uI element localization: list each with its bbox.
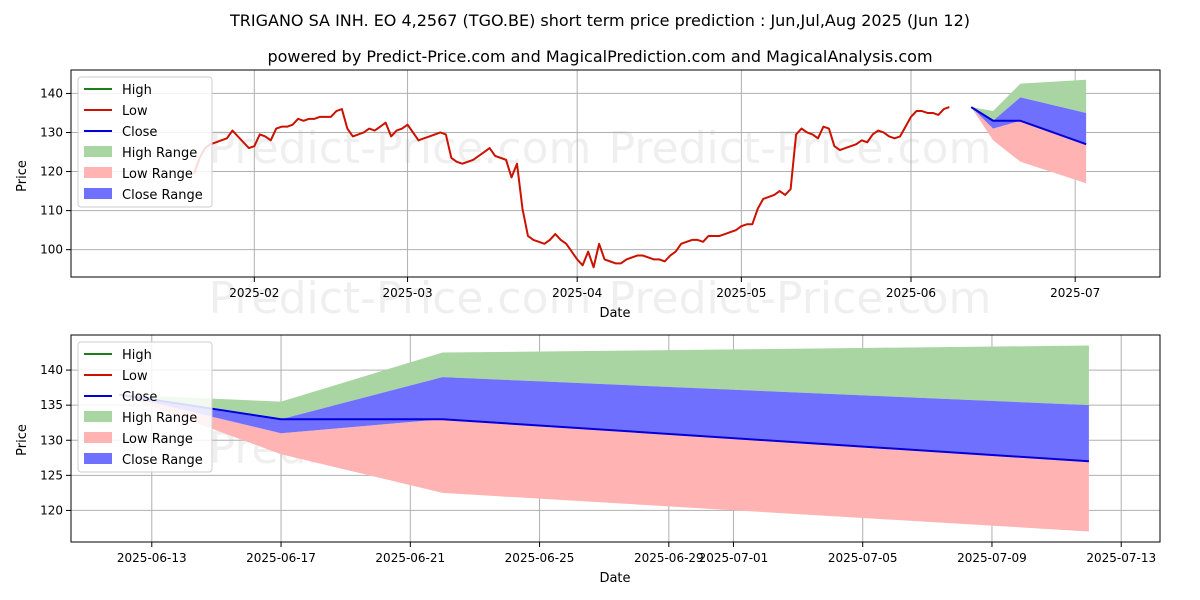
bottom-y-tick-label-3: 135 [40,398,63,412]
bottom-y-tick-label-4: 140 [40,363,63,377]
top-x-tick-label-3: 2025-05 [716,286,766,300]
bottom-y-tick-label-1: 125 [40,468,63,482]
bottom-low-range-band [119,394,1089,532]
top-x-tick-label-1: 2025-03 [382,286,432,300]
bottom-y-tick-label-0: 120 [40,503,63,517]
bottom-high-range-band [119,345,1089,420]
bottom-x-tick-label-4: 2025-06-29 [634,551,704,565]
bottom-x-tick-label-5: 2025-07-01 [699,551,769,565]
bottom-legend: High Low Close High Range Low Range Clos… [77,341,213,473]
top-high-range-band [971,79,1087,121]
top-y-tick-label-0: 100 [40,243,63,257]
top-legend-low-range-swatch [84,167,112,178]
chart-title: TRIGANO SA INH. EO 4,2567 (TGO.BE) short… [229,11,970,30]
bottom-x-tick-label-0: 2025-06-13 [117,551,187,565]
bottom-plot-frame [70,334,1161,543]
top-legend-low-label: Low [122,104,148,119]
bottom-x-tick-label-1: 2025-06-17 [246,551,316,565]
top-ticks: 2025-02 2025-03 2025-04 2025-05 2025-06 2025-… [40,86,1100,300]
bottom-close-range-band [119,377,1089,462]
top-close-range-band [971,97,1087,145]
top-x-tick-label-4: 2025-06 [886,286,936,300]
top-plot-frame [70,69,1161,278]
bottom-x-tick-label-3: 2025-06-25 [505,551,575,565]
top-legend-low-range-label: Low Range [122,167,193,182]
top-legend-close-label: Close [122,125,157,140]
top-y-tick-label-2: 120 [40,165,63,179]
bottom-legend-low-range-swatch [84,432,112,443]
bottom-x-tick-label-8: 2025-07-13 [1086,551,1156,565]
top-legend-high-range-swatch [84,146,112,157]
top-close-forecast-line [970,106,1087,146]
bottom-legend-low-range-label: Low Range [122,432,193,447]
top-y-tick-label-3: 130 [40,125,63,139]
bottom-y-tick-label-2: 130 [40,433,63,447]
chart-subtitle: powered by Predict-Price.com and Magical… [267,47,932,66]
bottom-y-axis-label: Price [15,424,30,456]
top-series [193,79,1087,269]
top-legend-close-range-label: Close Range [122,188,203,203]
bottom-legend-close-range-label: Close Range [122,453,203,468]
bottom-legend-high-range-swatch [84,411,112,422]
top-legend-high-range-label: High Range [122,146,197,161]
top-x-tick-label-2: 2025-04 [552,286,602,300]
bottom-ticks: 2025-06-13 2025-06-17 2025-06-21 2025-06-25… [40,363,1156,565]
top-y-tick-label-1: 110 [40,204,63,218]
top-x-axis-label: Date [599,306,630,321]
bottom-legend-high-range-label: High Range [122,411,197,426]
bottom-series [119,345,1089,532]
top-y-axis-label: Price [15,160,30,192]
bottom-chart-panel: Predict-Price.com Predict-Price.com 2025… [15,334,1161,586]
top-low-history-line [193,106,950,269]
top-legend-high-label: High [122,83,152,98]
top-y-tick-label-4: 140 [40,86,63,100]
bottom-legend-high-label: High [122,348,152,363]
bottom-legend-close-range-swatch [84,453,112,464]
watermark-3: Predict-Price.com [209,273,592,324]
bottom-x-axis-label: Date [599,571,630,586]
top-x-tick-label-5: 2025-07 [1050,286,1100,300]
top-low-range-band [971,107,1087,184]
top-x-tick-label-0: 2025-02 [229,286,279,300]
bottom-legend-low-label: Low [122,369,148,384]
watermark-1: Predict-Price.com [209,123,592,174]
watermark-4: Predict-Price.com [609,273,992,324]
top-legend: High Low Close High Range Low Range Clos… [77,76,213,208]
bottom-x-tick-label-6: 2025-07-05 [828,551,898,565]
bottom-x-tick-label-2: 2025-06-21 [375,551,445,565]
bottom-x-tick-label-7: 2025-07-09 [957,551,1027,565]
top-grid [71,70,1160,277]
top-chart-panel: Predict-Price.com Predict-Price.com Pred… [15,69,1161,324]
top-legend-close-range-swatch [84,188,112,199]
bottom-legend-close-label: Close [122,390,157,405]
